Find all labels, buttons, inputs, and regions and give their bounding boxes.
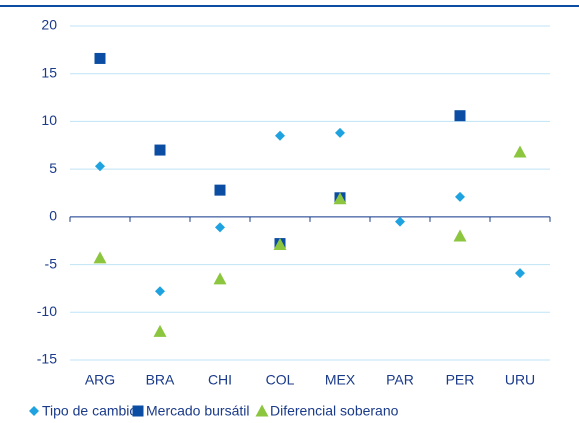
x-tick-label: PAR <box>386 372 414 388</box>
y-tick-label: 20 <box>41 17 57 33</box>
marker <box>515 268 525 279</box>
marker <box>395 216 405 227</box>
legend-marker <box>255 404 269 417</box>
marker <box>214 184 226 196</box>
marker <box>153 324 167 337</box>
legend-label: Tipo de cambio <box>42 403 137 419</box>
legend-label: Diferencial soberano <box>270 403 399 419</box>
legend-marker <box>29 406 39 416</box>
y-tick-label: -15 <box>37 351 57 367</box>
marker <box>335 127 345 138</box>
x-tick-label: CHI <box>208 372 232 388</box>
x-tick-label: MEX <box>325 372 356 388</box>
marker <box>273 238 287 251</box>
marker <box>453 229 467 242</box>
x-tick-label: COL <box>266 372 295 388</box>
y-tick-label: 5 <box>49 160 57 176</box>
x-tick-label: ARG <box>85 372 115 388</box>
marker <box>213 272 227 285</box>
legend-label: Mercado bursátil <box>146 403 250 419</box>
legend-marker <box>132 405 144 417</box>
marker <box>95 161 105 172</box>
marker <box>513 145 527 158</box>
marker <box>454 110 466 122</box>
x-tick-label: URU <box>505 372 535 388</box>
y-tick-label: -5 <box>45 255 58 271</box>
marker <box>155 286 165 297</box>
y-tick-label: 10 <box>41 112 57 128</box>
y-tick-label: 15 <box>41 64 57 80</box>
y-tick-label: -10 <box>37 303 57 319</box>
y-tick-label: 0 <box>49 208 57 224</box>
marker <box>154 144 166 156</box>
x-tick-label: PER <box>446 372 475 388</box>
marker <box>215 222 225 233</box>
marker <box>333 192 347 205</box>
marker <box>455 191 465 202</box>
x-tick-label: BRA <box>146 372 175 388</box>
marker <box>94 52 106 64</box>
marker <box>93 251 107 264</box>
marker <box>275 130 285 141</box>
